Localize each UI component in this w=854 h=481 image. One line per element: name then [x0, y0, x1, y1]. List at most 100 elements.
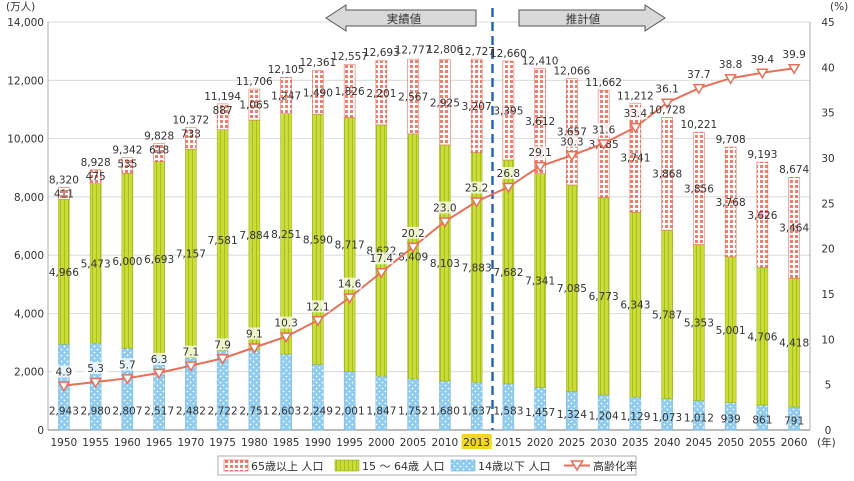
legend-marker-icon [570, 460, 584, 472]
aging-rate-label: 25.2 [465, 183, 488, 195]
right-axis-tick-label: 10 [821, 334, 834, 346]
right-axis-tick-label: 25 [821, 198, 834, 210]
label-15-64: 6,773 [589, 291, 619, 303]
bar-segment-14under [312, 364, 324, 431]
total-label: 9,828 [144, 131, 174, 143]
rate-label-bg [337, 277, 362, 290]
label-15-64: 4,966 [49, 267, 79, 279]
aging-rate-marker [692, 83, 706, 95]
gridlines [47, 21, 811, 431]
highlight-category-box [461, 434, 492, 449]
aging-rate-label: 37.7 [687, 69, 710, 81]
x-axis-tick-label: 2030 [590, 437, 617, 449]
x-axis-tick-label: 2020 [527, 437, 554, 449]
rate-label-bg [401, 226, 426, 239]
label-14under: 2,001 [335, 405, 365, 417]
x-axis-tick-label: 1950 [51, 437, 78, 449]
total-label: 12,105 [268, 64, 305, 76]
aging-rate-marker [502, 182, 515, 194]
total-labels: 8,3208,9289,3429,82810,37211,19411,70612… [49, 44, 810, 187]
aging-rate-label: 5.3 [87, 363, 104, 375]
label-15-64: 7,581 [208, 235, 238, 247]
label-65plus: 3,464 [779, 223, 809, 235]
bar-segment-65plus [58, 187, 70, 200]
label-15-64: 6,343 [620, 300, 650, 312]
bar-segment-65plus [312, 70, 324, 115]
bar-segment-65plus [280, 77, 292, 114]
aging-rate-label: 29.1 [528, 147, 551, 159]
aging-rate-label: 23.0 [433, 202, 456, 214]
label-15-64: 8,590 [303, 234, 333, 246]
aging-rate-label: 39.9 [782, 49, 805, 61]
rate-label-bg [305, 300, 330, 313]
legend-label-14under: 14歳以下 人口 [478, 460, 551, 473]
rate-label-bg [83, 361, 108, 374]
rate-label-bg [115, 358, 140, 371]
x-axis-tick-label: 2060 [781, 437, 808, 449]
aging-rate-line [57, 63, 801, 393]
label-65plus: 733 [181, 129, 201, 141]
label-65plus: 411 [54, 189, 74, 201]
segment-value-labels: 2,943 4,966 411 2,980 5,473 475 2,807 6,000 535 2… [49, 86, 810, 427]
bar-segment-65plus [724, 146, 737, 258]
total-label: 9,708 [716, 134, 746, 146]
label-65plus: 475 [86, 171, 106, 183]
legend-label-15-64: 15 ～ 64歳 人口 [362, 460, 444, 473]
label-14under: 2,980 [81, 405, 111, 417]
aging-rate-label: 7.1 [183, 347, 200, 359]
aging-rate-marker [343, 293, 356, 305]
aging-rate-label: 17.4 [370, 253, 394, 265]
right-axis-unit-label: (%) [830, 1, 848, 13]
bar-segment-65plus [89, 169, 102, 184]
label-15-64: 7,682 [493, 267, 523, 279]
label-14under: 1,324 [557, 409, 587, 421]
legend-swatch-15-64 [334, 459, 360, 472]
aging-rate-marker [597, 139, 610, 150]
bar-segment-65plus [502, 60, 515, 161]
aging-rate-marker [184, 361, 198, 373]
aging-rate-marker [248, 343, 261, 354]
x-axis-tick-label: 2045 [686, 437, 713, 449]
bar-segment-14under [248, 349, 261, 431]
bar-segment-65plus [121, 157, 134, 174]
label-15-64: 4,418 [779, 338, 809, 350]
aging-rate-label: 12.1 [306, 301, 329, 313]
label-14under: 2,517 [144, 405, 174, 417]
bar-segment-65plus [470, 58, 483, 153]
total-label: 12,693 [363, 47, 400, 59]
x-axis-tick-label: 1995 [336, 437, 363, 449]
rate-label-bg [51, 365, 76, 378]
x-axis-tick-label: 2005 [400, 437, 427, 449]
label-15-64: 8,409 [398, 251, 428, 263]
total-label: 11,662 [585, 77, 622, 89]
estimate-label: 推計値 [566, 12, 601, 26]
label-15-64: 5,001 [716, 325, 746, 337]
legend-frame [217, 455, 637, 476]
label-14under: 1,457 [525, 407, 555, 419]
right-axis: (%) 0 5 10 15 20 25 30 35 40 45 [821, 1, 848, 437]
label-15-64: 4,706 [747, 331, 777, 343]
label-65plus: 1,065 [239, 100, 269, 112]
label-15-64: 5,787 [652, 309, 682, 321]
aging-rate-marker [660, 98, 674, 110]
x-axis-tick-label: 2055 [749, 437, 776, 449]
label-15-64: 5,473 [81, 258, 111, 270]
x-axis: (年) 1950 1955 1960 1965 1970 1975 1980 1985 1990… [51, 434, 836, 449]
x-axis-tick-label: 2035 [622, 437, 649, 449]
aging-rate-marker [57, 381, 71, 393]
total-label: 8,320 [49, 175, 79, 187]
label-15-64: 8,251 [271, 229, 301, 241]
rate-label-bg [147, 352, 172, 365]
x-axis-tick-label: 1960 [114, 437, 141, 449]
label-15-64: 7,883 [462, 262, 492, 274]
aging-rate-marker [406, 242, 420, 254]
bar-segment-65plus [661, 117, 673, 231]
legend-swatch-14under [450, 459, 476, 472]
label-14under: 1,680 [430, 405, 460, 417]
right-axis-tick-label: 20 [821, 244, 834, 256]
label-65plus: 3,395 [493, 106, 523, 118]
label-14under: 2,722 [208, 405, 238, 417]
label-14under: 791 [784, 415, 804, 427]
aging-rate-marker [279, 332, 293, 344]
label-15-64: 7,884 [239, 230, 269, 242]
